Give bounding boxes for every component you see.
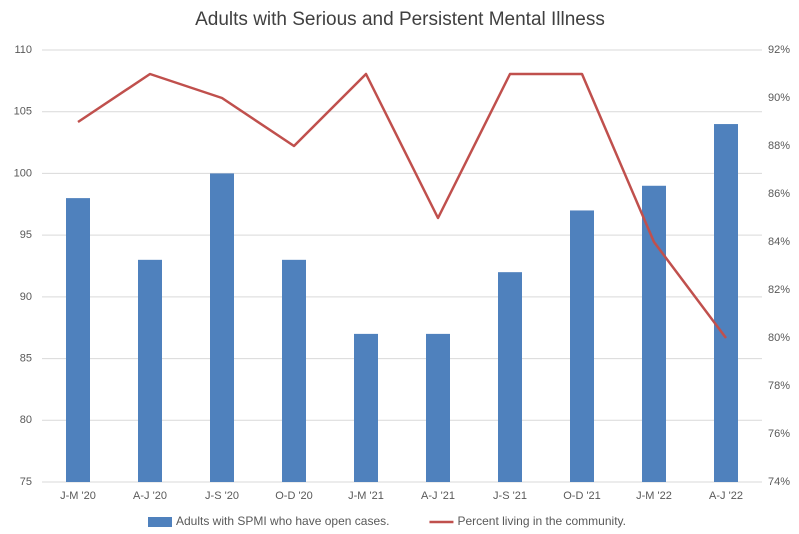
y2-tick-label: 86% [768, 188, 790, 200]
bar [282, 259, 306, 482]
y2-tick-label: 76% [768, 428, 790, 440]
y2-tick-label: 82% [768, 284, 790, 296]
y2-tick-label: 84% [768, 236, 790, 248]
y-tick-label: 100 [14, 167, 32, 179]
y-tick-label: 105 [14, 106, 32, 118]
bar [426, 333, 450, 482]
x-tick-label: J-M '21 [348, 490, 384, 502]
bar [354, 333, 378, 482]
bar [138, 259, 162, 482]
legend-swatch [148, 517, 172, 527]
bar [66, 198, 90, 482]
bar [642, 185, 666, 482]
x-tick-label: A-J '21 [421, 490, 455, 502]
y-tick-label: 75 [20, 476, 32, 488]
chart-title: Adults with Serious and Persistent Menta… [195, 9, 605, 30]
bar [210, 173, 234, 482]
line [77, 72, 727, 339]
bar [570, 210, 594, 482]
y2-tick-label: 80% [768, 332, 790, 344]
y2-tick-label: 74% [768, 476, 790, 488]
x-tick-label: J-M '22 [636, 490, 672, 502]
y-tick-label: 90 [20, 291, 32, 303]
x-tick-label: A-J '20 [133, 490, 167, 502]
legend-label: Adults with SPMI who have open cases. [176, 514, 389, 528]
y2-tick-label: 78% [768, 380, 790, 392]
x-tick-label: J-M '20 [60, 490, 96, 502]
x-tick-label: A-J '22 [709, 490, 743, 502]
y-tick-label: 80 [20, 414, 32, 426]
y-tick-label: 110 [14, 44, 32, 56]
x-tick-label: O-D '21 [563, 490, 601, 502]
x-tick-label: O-D '20 [275, 490, 313, 502]
legend-label: Percent living in the community. [457, 514, 626, 528]
y-tick-label: 95 [20, 229, 32, 241]
bar [498, 272, 522, 482]
bar [714, 124, 738, 483]
x-tick-label: J-S '20 [205, 490, 239, 502]
y2-tick-label: 92% [768, 44, 790, 56]
y2-tick-label: 90% [768, 92, 790, 104]
x-tick-label: J-S '21 [493, 490, 527, 502]
y-tick-label: 85 [20, 352, 32, 364]
y2-tick-label: 88% [768, 140, 790, 152]
